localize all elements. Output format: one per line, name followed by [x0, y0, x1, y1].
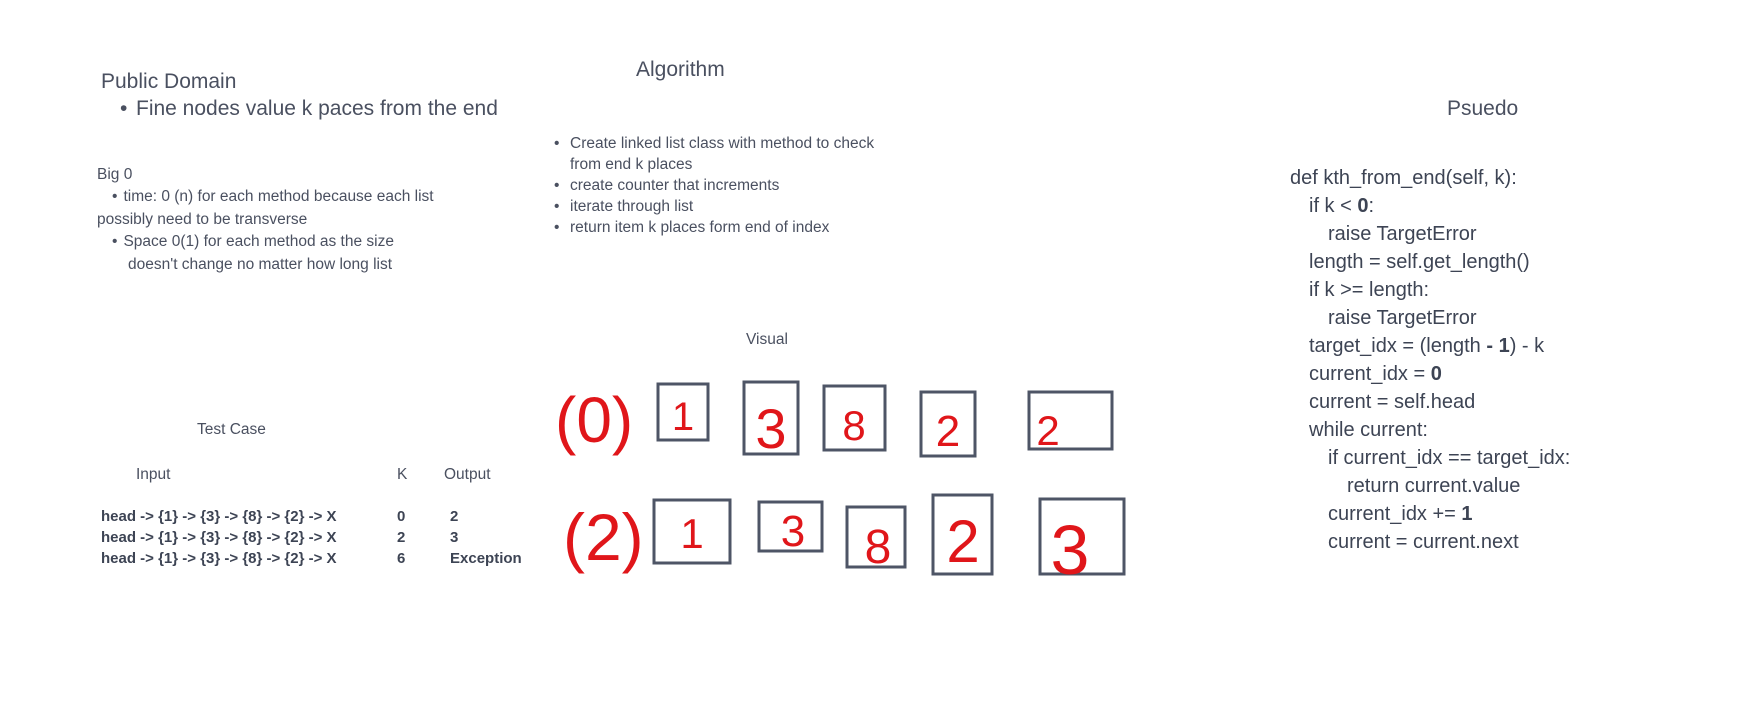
test-case-title: Test Case [197, 421, 266, 438]
test-case-row-input: head -> {1} -> {3} -> {8} -> {2} -> X [101, 550, 337, 567]
test-case-row-output: Exception [450, 550, 522, 567]
public-domain-bullet: Fine nodes value k paces from the end [120, 97, 498, 121]
node-box-row2-1 [652, 498, 732, 565]
node-box-row1-4 [919, 390, 977, 458]
big-o-space-text1: Space 0(1) for each method as the size [123, 233, 394, 250]
code-line: while current: [1309, 419, 1428, 441]
code-line: if current_idx == target_idx: [1328, 447, 1571, 469]
algorithm-title: Algorithm [636, 58, 725, 81]
node-box-row2-3 [845, 505, 907, 569]
node-value-row2-3: 8 [865, 521, 892, 574]
node-box-row1-3 [822, 384, 887, 452]
code-line: current = self.head [1309, 391, 1476, 413]
node-value-row1-3: 8 [842, 402, 865, 449]
algorithm-item: • return item k places form end of index [554, 219, 830, 236]
node-box-row2-5 [1038, 497, 1126, 576]
big-o-space-line2: doesn't change no matter how long list [128, 256, 393, 273]
node-value-row2-1: 1 [680, 510, 703, 557]
big-o-time-line1: • time: 0 (n) for each method because eac… [112, 188, 434, 206]
node-box-row1-5 [1027, 390, 1114, 451]
code-line: target_idx = (length - 1) - k [1309, 335, 1545, 357]
node-value-row1-5: 2 [1036, 407, 1059, 454]
test-case-header-k: K [397, 466, 408, 483]
test-case-row-output: 2 [450, 508, 459, 525]
algorithm-item: from end k places [570, 156, 693, 173]
test-case-row-input: head -> {1} -> {3} -> {8} -> {2} -> X [101, 529, 337, 546]
code-line: current_idx = 0 [1309, 363, 1442, 385]
visual-row2-label: (2) [563, 500, 644, 574]
big-o-time-text1: time: 0 (n) for each method because each… [123, 188, 434, 205]
big-o-title: Big 0 [97, 166, 133, 183]
code-line: length = self.get_length() [1309, 251, 1530, 273]
test-case-header-input: Input [136, 466, 171, 483]
code-line: if k < 0: [1309, 195, 1375, 217]
code-line: current_idx += 1 [1328, 503, 1473, 525]
node-box-row1-2 [742, 380, 800, 456]
public-domain-title: Public Domain [101, 70, 237, 93]
big-o-bullet: • [112, 233, 118, 250]
test-case-row-k: 2 [397, 529, 406, 546]
code-line: def kth_from_end(self, k): [1290, 167, 1517, 189]
big-o-bullet: • [112, 188, 118, 205]
big-o-space-line1: • Space 0(1) for each method as the size [112, 233, 394, 251]
test-case-row-output: 3 [450, 529, 459, 546]
algorithm-item: • create counter that increments [554, 177, 780, 194]
test-case-row-input: head -> {1} -> {3} -> {8} -> {2} -> X [101, 508, 337, 525]
algorithm-item: • Create linked list class with method to… [554, 135, 875, 152]
code-line: if k >= length: [1309, 279, 1430, 301]
node-value-row2-5: 3 [1051, 511, 1090, 589]
node-value-row1-4: 2 [936, 407, 960, 456]
node-value-row2-4: 2 [946, 508, 979, 575]
algorithm-list: • Create linked list class with method to… [554, 133, 874, 238]
test-case-row-k: 0 [397, 508, 406, 525]
visual-row1-label: (0) [555, 384, 633, 456]
pseudo-title: Psuedo [1447, 97, 1519, 120]
code-line: return current.value [1347, 475, 1521, 497]
test-case-row-k: 6 [397, 550, 406, 567]
node-box-row1-1 [656, 382, 710, 442]
node-value-row1-2: 3 [755, 397, 786, 460]
node-box-row2-2 [757, 500, 824, 553]
test-case-header-output: Output [444, 466, 491, 483]
code-line: raise TargetError [1328, 223, 1477, 245]
visual-title: Visual [746, 331, 788, 348]
pseudo-code-block: def kth_from_end(self, k): if k < 0: rai… [1290, 164, 1570, 556]
node-value-row2-2: 3 [781, 507, 805, 556]
big-o-time-line2: possibly need to be transverse [97, 211, 308, 228]
node-box-row2-4 [931, 493, 994, 576]
code-line: raise TargetError [1328, 307, 1477, 329]
code-line: current = current.next [1328, 531, 1519, 553]
public-domain-list: Fine nodes value k paces from the end [120, 97, 498, 121]
algorithm-item: • iterate through list [554, 198, 694, 215]
node-value-row1-1: 1 [672, 395, 694, 439]
